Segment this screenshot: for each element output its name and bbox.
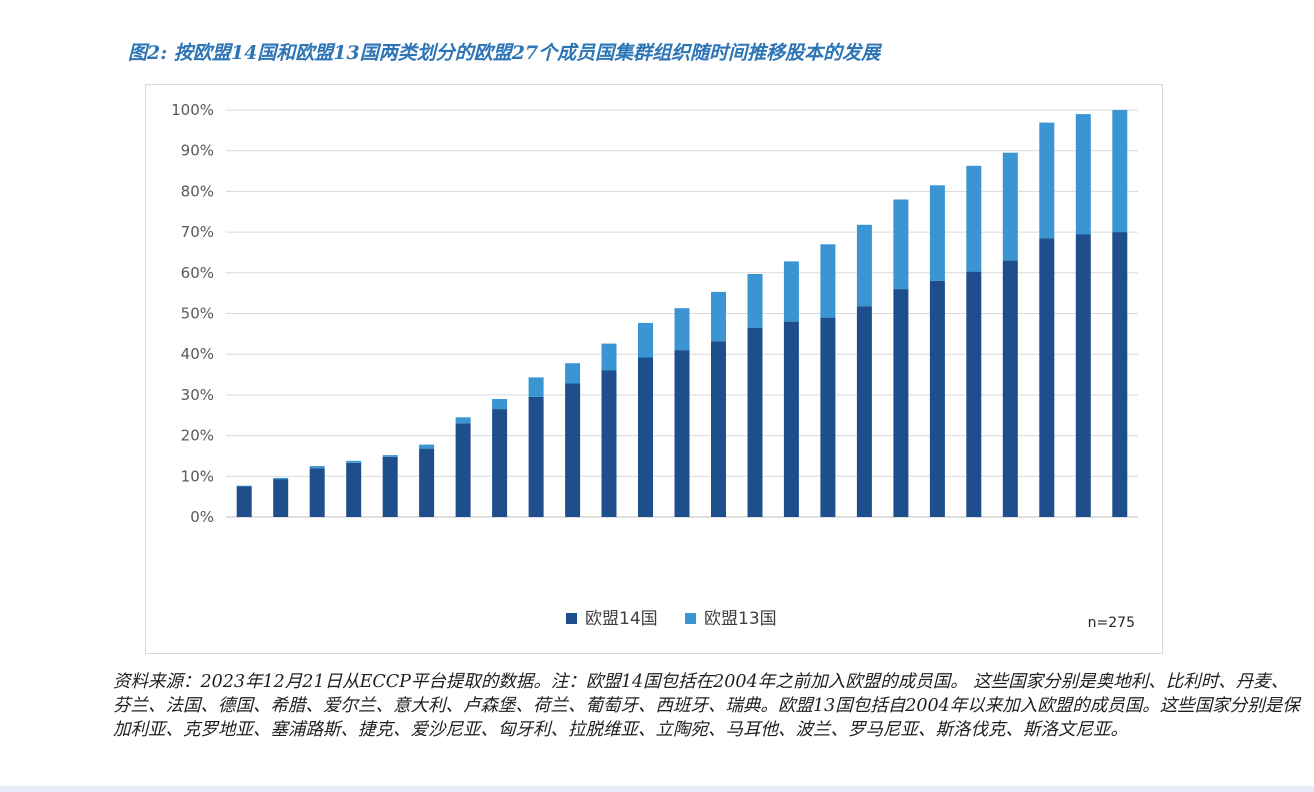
bar-eu13 bbox=[674, 308, 690, 351]
bar-eu14 bbox=[273, 479, 289, 517]
bar-eu13 bbox=[565, 363, 581, 384]
bar-eu14 bbox=[711, 341, 726, 517]
bar-eu14 bbox=[783, 321, 799, 517]
bar-eu14 bbox=[309, 468, 325, 517]
bar-eu14 bbox=[1112, 232, 1128, 517]
bar-eu14 bbox=[528, 396, 544, 517]
bar-eu13 bbox=[1039, 122, 1055, 239]
bar-eu13 bbox=[783, 261, 799, 322]
bar-eu14 bbox=[638, 357, 653, 517]
stacked-bar-chart: 0%10%20%30%40%50%60%70%80%90%100% 欧盟14国欧… bbox=[171, 101, 1138, 631]
y-tick-label: 30% bbox=[181, 386, 214, 404]
bar-eu14 bbox=[674, 350, 690, 517]
bar-eu14 bbox=[1075, 234, 1091, 517]
bar-eu14 bbox=[893, 289, 909, 517]
bar-eu13 bbox=[273, 477, 289, 480]
bar-eu13 bbox=[747, 274, 763, 328]
legend-swatch bbox=[685, 613, 696, 624]
legend-swatch bbox=[566, 613, 577, 624]
bar-eu13 bbox=[346, 460, 362, 463]
bottom-strip bbox=[0, 786, 1314, 792]
bar-eu13 bbox=[1002, 152, 1018, 261]
bar-eu13 bbox=[419, 444, 435, 449]
bar-eu13 bbox=[820, 244, 836, 318]
bar-eu13 bbox=[856, 224, 872, 307]
bar-eu13 bbox=[966, 165, 982, 272]
bar-eu13 bbox=[455, 417, 471, 424]
bar-eu14 bbox=[966, 271, 982, 517]
bar-eu14 bbox=[236, 486, 252, 517]
sample-size-annotation: n=275 bbox=[1088, 615, 1135, 631]
bar-eu14 bbox=[1002, 260, 1018, 517]
bar-eu13 bbox=[893, 199, 909, 289]
bar-eu14 bbox=[856, 306, 872, 517]
y-tick-label: 80% bbox=[181, 182, 214, 200]
y-axis-ticks: 0% 10% 20% 30% 40% 50% 60% 70% 80% 90% 100% bbox=[171, 101, 214, 526]
bar-eu13 bbox=[638, 322, 653, 358]
bar-eu13 bbox=[236, 485, 252, 487]
bar-eu13 bbox=[929, 185, 945, 281]
bar-eu14 bbox=[820, 317, 836, 517]
bar-eu14 bbox=[1039, 238, 1055, 517]
bar-eu14 bbox=[565, 383, 581, 517]
chart-title: 图2: 按欧盟14国和欧盟13国两类划分的欧盟27个成员国集群组织随时间推移股本… bbox=[128, 42, 881, 64]
bar-eu14 bbox=[382, 456, 398, 517]
bar-eu14 bbox=[455, 423, 471, 517]
source-note: 资料来源：2023年12月21日从ECCP平台提取的数据。注：欧盟14国包括在2… bbox=[113, 672, 1300, 740]
bar-eu13 bbox=[601, 343, 617, 371]
bar-eu13 bbox=[492, 399, 508, 410]
y-tick-label: 40% bbox=[181, 345, 214, 363]
bar-eu14 bbox=[492, 409, 508, 517]
y-tick-label: 70% bbox=[181, 223, 214, 241]
bar-eu13 bbox=[382, 455, 398, 457]
y-tick-label: 60% bbox=[181, 264, 214, 282]
bar-eu13 bbox=[711, 291, 726, 342]
y-tick-label: 20% bbox=[181, 427, 214, 445]
legend-label: 欧盟13国 bbox=[704, 609, 777, 629]
y-tick-label: 90% bbox=[181, 142, 214, 160]
bar-eu13 bbox=[1112, 110, 1128, 233]
legend: 欧盟14国 欧盟13国 bbox=[566, 609, 777, 629]
y-tick-label: 100% bbox=[171, 101, 214, 119]
bars bbox=[236, 110, 1128, 517]
bar-eu14 bbox=[929, 280, 945, 517]
y-tick-label: 50% bbox=[181, 305, 214, 323]
bar-eu13 bbox=[309, 466, 325, 469]
bar-eu13 bbox=[528, 377, 544, 397]
bar-eu14 bbox=[601, 370, 617, 517]
bar-eu14 bbox=[419, 448, 435, 517]
bar-eu14 bbox=[346, 462, 362, 517]
bar-eu13 bbox=[1075, 114, 1091, 235]
y-tick-label: 0% bbox=[190, 508, 214, 526]
bar-eu14 bbox=[747, 327, 763, 517]
chart-frame: 0% 10% 20% 30% 40% 50% 60% 70% 80% 90% 100% 欧盟14国欧… bbox=[145, 84, 1163, 654]
y-tick-label: 10% bbox=[181, 467, 214, 485]
legend-label: 欧盟14国 bbox=[585, 609, 658, 629]
